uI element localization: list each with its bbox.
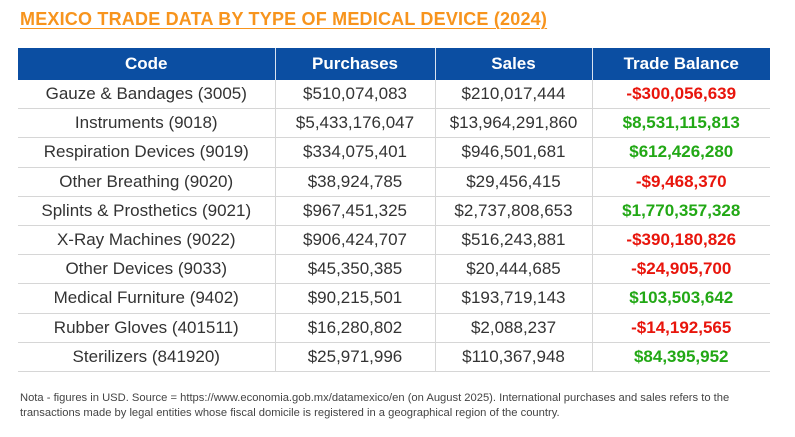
cell-trade-balance: -$24,905,700 xyxy=(592,254,770,285)
cell-sales: $210,017,444 xyxy=(435,80,593,110)
cell-trade-balance: -$390,180,826 xyxy=(592,225,770,256)
cell-purchases: $25,971,996 xyxy=(275,342,436,372)
cell-trade-balance: $612,426,280 xyxy=(592,137,770,168)
header-trade-balance: Trade Balance xyxy=(592,48,770,80)
table-header-row: Code Purchases Sales Trade Balance xyxy=(18,48,770,80)
table-row: Rubber Gloves (401511) $16,280,802 $2,088,… xyxy=(18,313,770,343)
footnote: Nota - figures in USD. Source = https://… xyxy=(20,392,730,419)
cell-sales: $2,088,237 xyxy=(435,313,593,343)
cell-purchases: $16,280,802 xyxy=(275,313,436,343)
cell-sales: $29,456,415 xyxy=(435,167,593,197)
table-row: Medical Furniture (9402) $90,215,501 $193,… xyxy=(18,283,770,314)
cell-purchases: $5,433,176,047 xyxy=(275,108,436,139)
cell-code: Gauze & Bandages (3005) xyxy=(18,80,276,110)
cell-purchases: $510,074,083 xyxy=(275,80,436,110)
cell-trade-balance: $103,503,642 xyxy=(592,283,770,314)
cell-sales: $946,501,681 xyxy=(435,137,593,168)
cell-sales: $13,964,291,860 xyxy=(435,108,593,139)
cell-trade-balance: $8,531,115,813 xyxy=(592,108,770,139)
header-sales: Sales xyxy=(435,48,593,80)
cell-code: X-Ray Machines (9022) xyxy=(18,225,276,256)
table-row: Instruments (9018) $5,433,176,047 $13,964,… xyxy=(18,108,770,139)
cell-sales: $2,737,808,653 xyxy=(435,196,593,226)
cell-code: Medical Furniture (9402) xyxy=(18,283,276,314)
cell-code: Instruments (9018) xyxy=(18,108,276,139)
cell-purchases: $90,215,501 xyxy=(275,283,436,314)
table-row: Other Breathing (9020) $38,924,785 $29,456… xyxy=(18,167,770,197)
table-row: X-Ray Machines (9022) $906,424,707 $516,24… xyxy=(18,225,770,256)
cell-trade-balance: -$9,468,370 xyxy=(592,167,770,197)
cell-code: Other Breathing (9020) xyxy=(18,167,276,197)
cell-trade-balance: -$14,192,565 xyxy=(592,313,770,343)
cell-trade-balance: $84,395,952 xyxy=(592,342,770,372)
cell-code: Respiration Devices (9019) xyxy=(18,137,276,168)
header-purchases: Purchases xyxy=(275,48,436,80)
table-row: Sterilizers (841920) $25,971,996 $110,367,… xyxy=(18,342,770,372)
table-row: Splints & Prosthetics (9021) $967,451,325… xyxy=(18,196,770,226)
cell-code: Splints & Prosthetics (9021) xyxy=(18,196,276,226)
cell-sales: $516,243,881 xyxy=(435,225,593,256)
cell-code: Rubber Gloves (401511) xyxy=(18,313,276,343)
cell-purchases: $38,924,785 xyxy=(275,167,436,197)
table-row: Gauze & Bandages (3005) $510,074,083 $210,… xyxy=(18,80,770,110)
cell-code: Other Devices (9033) xyxy=(18,254,276,285)
trade-table: Code Purchases Sales Trade Balance Gauze… xyxy=(18,48,770,372)
cell-trade-balance: -$300,056,639 xyxy=(592,80,770,110)
cell-code: Sterilizers (841920) xyxy=(18,342,276,372)
cell-sales: $110,367,948 xyxy=(435,342,593,372)
cell-sales: $193,719,143 xyxy=(435,283,593,314)
page-title: MEXICO TRADE DATA BY TYPE OF MEDICAL DEV… xyxy=(20,9,548,29)
cell-sales: $20,444,685 xyxy=(435,254,593,285)
header-code: Code xyxy=(18,48,276,80)
cell-purchases: $906,424,707 xyxy=(275,225,436,256)
cell-trade-balance: $1,770,357,328 xyxy=(592,196,770,226)
table-row: Other Devices (9033) $45,350,385 $20,444,6… xyxy=(18,254,770,285)
cell-purchases: $334,075,401 xyxy=(275,137,436,168)
cell-purchases: $967,451,325 xyxy=(275,196,436,226)
cell-purchases: $45,350,385 xyxy=(275,254,436,285)
table-row: Respiration Devices (9019) $334,075,401 $9… xyxy=(18,137,770,168)
